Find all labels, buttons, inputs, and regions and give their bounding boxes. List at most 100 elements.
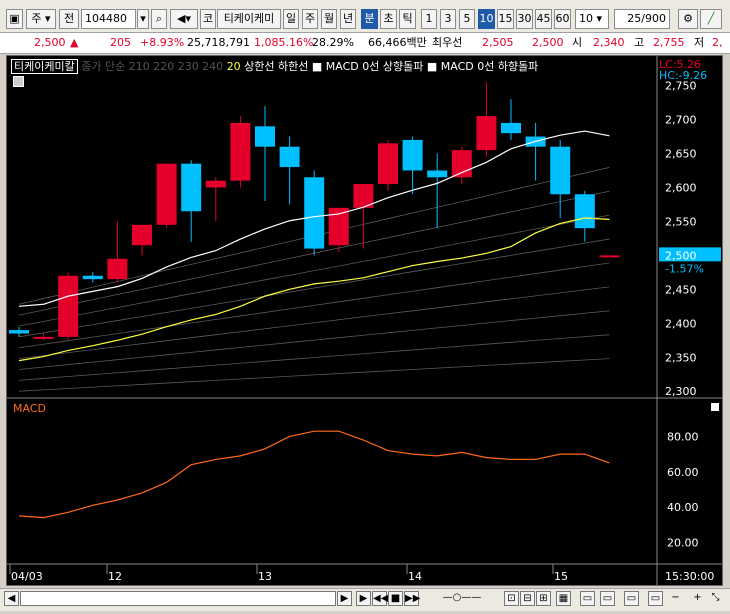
overlay-toggle-icon[interactable]	[13, 76, 24, 87]
candle-body[interactable]	[378, 143, 398, 185]
candle-body[interactable]	[255, 126, 275, 147]
time-axis-label: 15	[554, 570, 568, 583]
period-label: 주	[31, 12, 42, 25]
price-tick-label: 2,650	[665, 148, 697, 161]
plus-icon[interactable]: +	[693, 592, 702, 603]
candle-body[interactable]	[550, 146, 571, 195]
view-4-icon[interactable]: ▭	[648, 591, 663, 606]
play-icon[interactable]: ▶	[356, 591, 371, 606]
time-clock-label: 15:30:00	[665, 570, 714, 583]
grid-icon[interactable]: ▦	[556, 591, 571, 606]
zoom-in-icon[interactable]: ⊞	[536, 591, 551, 606]
candle-body[interactable]	[279, 146, 300, 168]
page-field[interactable]: 25/900	[614, 9, 670, 29]
candle-body[interactable]	[402, 139, 423, 171]
candle-body[interactable]	[476, 116, 497, 151]
minus-icon[interactable]: −	[671, 592, 680, 603]
long-ma-line	[18, 310, 610, 370]
candle-body[interactable]	[82, 275, 103, 280]
num-45[interactable]: 45	[535, 9, 552, 29]
high-price: 2,755	[653, 36, 685, 49]
num-3[interactable]: 3	[440, 9, 456, 29]
interval-year[interactable]: 년	[340, 9, 356, 29]
num-1[interactable]: 1	[421, 9, 437, 29]
num-60[interactable]: 60	[554, 9, 571, 29]
expand-icon[interactable]: ⤡	[711, 592, 720, 603]
zoom-fit-icon[interactable]: ⊡	[504, 591, 519, 606]
interval-day[interactable]: 일	[283, 9, 299, 29]
candle-body[interactable]	[574, 194, 595, 229]
candle-body[interactable]	[427, 170, 448, 178]
interval-week[interactable]: 주	[302, 9, 318, 29]
code-dropdown-icon[interactable]: ▾	[137, 9, 149, 29]
candle-body[interactable]	[107, 258, 128, 280]
view-1-icon[interactable]: ▭	[580, 591, 595, 606]
candle-body[interactable]	[328, 207, 349, 246]
candle-body[interactable]	[181, 163, 202, 212]
chart-icon[interactable]: ▣	[6, 9, 23, 29]
stock-name-field[interactable]: 티케이케미	[217, 9, 281, 29]
price-tick-label: 2,700	[665, 114, 697, 127]
num-30[interactable]: 30	[516, 9, 533, 29]
time-axis-label: 04/03	[11, 570, 43, 583]
candle-body[interactable]	[451, 150, 472, 178]
zoom-out-icon[interactable]: ⊟	[520, 591, 535, 606]
candle-body[interactable]	[132, 224, 152, 246]
rewind-icon[interactable]: ◀◀	[372, 591, 389, 606]
subunit-second[interactable]: 초	[380, 9, 397, 29]
sound-icon[interactable]: ◀▾	[170, 9, 198, 29]
scroll-left-icon[interactable]: ◀	[4, 591, 19, 606]
candle-body[interactable]	[353, 184, 374, 208]
long-ma-line	[18, 358, 610, 392]
current-pct-label: -1.57%	[665, 262, 704, 275]
period-dropdown[interactable]: 주 ▾	[26, 9, 56, 29]
scrollbar-track[interactable]	[20, 591, 336, 606]
speed-slider[interactable]: —○——	[426, 591, 498, 606]
chart-canvas[interactable]: 2,750 2,700 2,650 2,600 2,550 2,450 2,400 2,350…	[7, 56, 722, 585]
forward-icon[interactable]: ▶▶	[404, 591, 421, 606]
view-2-icon[interactable]: ▭	[600, 591, 615, 606]
num-10[interactable]: 10	[478, 9, 495, 29]
macd-tick-label: 40.00	[667, 501, 699, 514]
candle-body[interactable]	[501, 122, 521, 134]
scroll-right-icon[interactable]: ▶	[337, 591, 352, 606]
subunit-tick[interactable]: 틱	[399, 9, 416, 29]
num-15[interactable]: 15	[497, 9, 514, 29]
num-5[interactable]: 5	[459, 9, 475, 29]
candle-body[interactable]	[58, 275, 79, 337]
price-tick-label: 2,750	[665, 80, 697, 93]
market-badge[interactable]: 코	[200, 9, 216, 29]
interval-month[interactable]: 월	[321, 9, 337, 29]
turnover: 28.29%	[312, 36, 354, 49]
candle-body[interactable]	[156, 163, 177, 225]
view-3-icon[interactable]: ▭	[624, 591, 639, 606]
open-label: 시	[572, 36, 583, 49]
candle-body[interactable]	[599, 255, 620, 258]
price-tick-label: 2,600	[665, 181, 697, 194]
low-price: 2,	[712, 36, 723, 49]
candle-body[interactable]	[205, 180, 226, 188]
macd-close-icon[interactable]	[711, 403, 719, 411]
candle-body[interactable]	[230, 122, 251, 181]
count-select[interactable]: 10 ▾	[575, 9, 609, 29]
mode-button[interactable]: 전	[59, 9, 79, 29]
legend-title[interactable]: 티케이케미칼	[11, 59, 78, 74]
candle-body[interactable]	[304, 177, 325, 249]
stop-icon[interactable]: ■	[388, 591, 403, 606]
subunit-minute[interactable]: 분	[361, 9, 378, 29]
count-value: 10	[579, 12, 593, 25]
open-price: 2,340	[593, 36, 625, 49]
tools-icon[interactable]: ⚙	[678, 9, 698, 29]
macd-tick-label: 80.00	[667, 430, 699, 443]
stock-code-input[interactable]: 104480	[81, 9, 136, 29]
lc-label: LC:5.26	[659, 58, 701, 71]
candle-body[interactable]	[33, 336, 54, 339]
search-icon[interactable]: ⌕	[151, 9, 167, 29]
indicator-icon[interactable]: ╱	[700, 9, 722, 29]
chart-area[interactable]: 2,750 2,700 2,650 2,600 2,550 2,450 2,400 2,350…	[6, 55, 723, 586]
price-tick-label: 2,300	[665, 385, 697, 398]
volume-percent: 1,085.16%	[254, 36, 314, 49]
quote-bar: 2,500 ▲ 205 +8.93% 25,718,791 1,085.16% …	[0, 33, 730, 54]
price-tick-label: 2,350	[665, 351, 697, 364]
candle-body[interactable]	[9, 330, 29, 334]
